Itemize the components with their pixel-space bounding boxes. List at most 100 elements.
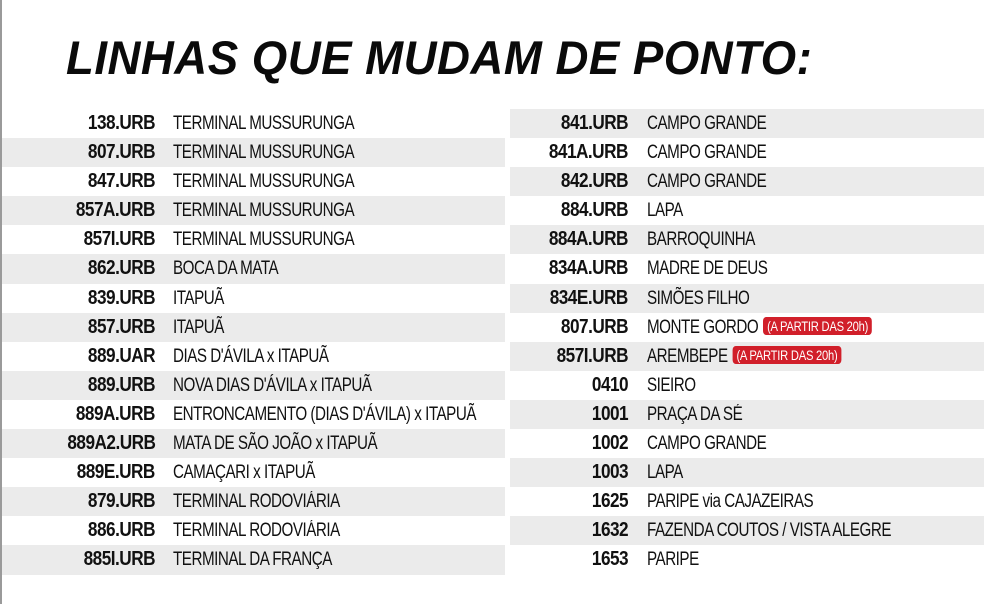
destination-text: AREMBEPE: [647, 345, 728, 367]
destination-text: LAPA: [647, 200, 683, 222]
destination-text: CAMPO GRANDE: [647, 433, 767, 455]
destination-text: TERMINAL MUSSURUNGA: [173, 142, 355, 164]
line-row: 1002 CAMPO GRANDE: [510, 429, 984, 458]
line-destination: PRAÇA DA SÉ: [647, 404, 743, 426]
line-row: 834E.URB SIMÕES FILHO: [510, 283, 984, 313]
line-code: 862.URB: [87, 257, 156, 280]
line-code: 857I.URB: [556, 344, 629, 367]
destination-text: TERMINAL MUSSURUNGA: [173, 200, 355, 222]
line-destination: MONTE GORDO (A PARTIR DAS 20h): [647, 316, 873, 339]
destination-text: DIAS D'ÁVILA x ITAPUÃ: [173, 345, 329, 367]
line-destination: SIEIRO: [647, 375, 696, 397]
line-code: 1653: [591, 548, 629, 571]
destination-text: CAMPO GRANDE: [647, 171, 767, 193]
destination-text: ENTRONCAMENTO (DIAS D'ÁVILA) x ITAPUÃ: [173, 403, 476, 425]
line-destination: LAPA: [647, 200, 683, 222]
line-row: 879.URB TERMINAL RODOVIÁRIA: [2, 487, 505, 517]
line-row: 0410 SIEIRO: [510, 371, 984, 400]
line-code: 889E.URB: [76, 461, 156, 484]
destination-text: MATA DE SÃO JOÃO x ITAPUÃ: [173, 433, 378, 455]
line-destination: LAPA: [647, 462, 683, 484]
line-destination: ITAPUÃ: [173, 288, 224, 310]
line-destination: AREMBEPE (A PARTIR DAS 20h): [647, 345, 842, 368]
line-row: 889.URB NOVA DIAS D'ÁVILA x ITAPUÃ: [2, 370, 505, 400]
line-destination: TERMINAL DA FRANÇA: [173, 549, 332, 571]
line-code: 884.URB: [560, 199, 629, 222]
line-code: 885I.URB: [83, 548, 156, 571]
destination-text: FAZENDA COUTOS / VISTA ALEGRE: [647, 520, 891, 542]
line-destination: DIAS D'ÁVILA x ITAPUÃ: [173, 346, 329, 368]
destination-text: MONTE GORDO: [647, 316, 759, 338]
line-code: 1625: [591, 490, 629, 513]
line-row: 1632 FAZENDA COUTOS / VISTA ALEGRE: [510, 516, 984, 546]
line-code: 839.URB: [87, 286, 156, 309]
line-code: 0410: [591, 373, 629, 396]
line-destination: TERMINAL MUSSURUNGA: [173, 200, 355, 222]
line-row: 884A.URB BARROQUINHA: [510, 225, 984, 255]
line-destination: ENTRONCAMENTO (DIAS D'ÁVILA) x ITAPUÃ: [173, 404, 476, 426]
destination-text: TERMINAL MUSSURUNGA: [173, 171, 355, 193]
line-code: 889.UAR: [87, 344, 156, 367]
line-destination: CAMPO GRANDE: [647, 433, 767, 455]
destination-text: TERMINAL RODOVIÁRIA: [173, 520, 340, 542]
line-destination: TERMINAL MUSSURUNGA: [173, 171, 355, 193]
line-row: 839.URB ITAPUÃ: [2, 284, 505, 313]
destination-text: PARIPE: [647, 549, 699, 571]
destination-text: TERMINAL RODOVIÁRIA: [173, 491, 340, 513]
line-row: 834A.URB MADRE DE DEUS: [510, 254, 984, 283]
line-destination: MADRE DE DEUS: [647, 258, 768, 280]
line-row: 889.UAR DIAS D'ÁVILA x ITAPUÃ: [2, 342, 505, 371]
destination-text: TERMINAL DA FRANÇA: [173, 549, 332, 571]
destination-text: SIMÕES FILHO: [647, 287, 750, 309]
line-code: 857.URB: [87, 315, 156, 338]
destination-text: CAMPO GRANDE: [647, 142, 767, 164]
line-code: 1632: [591, 519, 629, 542]
line-row: 889A.URB ENTRONCAMENTO (DIAS D'ÁVILA) x I…: [2, 400, 505, 429]
line-destination: PARIPE via CAJAZEIRAS: [647, 491, 814, 513]
line-code: 857A.URB: [75, 199, 156, 222]
line-destination: CAMPO GRANDE: [647, 142, 767, 164]
line-destination: ITAPUÃ: [173, 317, 224, 339]
line-row: 138.URB TERMINAL MUSSURUNGA: [2, 109, 505, 138]
line-destination: TERMINAL MUSSURUNGA: [173, 113, 355, 135]
line-row: 1625 PARIPE via CAJAZEIRAS: [510, 487, 984, 516]
page-title: LINHAS QUE MUDAM DE PONTO:: [66, 31, 813, 84]
line-destination: SIMÕES FILHO: [647, 287, 750, 310]
line-code: 857I.URB: [83, 228, 156, 251]
line-row: 886.URB TERMINAL RODOVIÁRIA: [2, 516, 505, 545]
line-row: 857A.URB TERMINAL MUSSURUNGA: [2, 196, 505, 226]
line-destination: TERMINAL MUSSURUNGA: [173, 229, 355, 251]
line-code: 807.URB: [560, 315, 629, 338]
line-code: 884A.URB: [548, 228, 629, 251]
destination-text: ITAPUÃ: [173, 316, 224, 338]
line-row: 842.URB CAMPO GRANDE: [510, 167, 984, 197]
left-lines-list: 138.URB TERMINAL MUSSURUNGA 807.URB TERMINA…: [2, 109, 505, 575]
line-code: 1003: [591, 461, 629, 484]
destination-text: BOCA DA MATA: [173, 258, 279, 280]
line-destination: TERMINAL MUSSURUNGA: [173, 142, 355, 164]
line-row: 885I.URB TERMINAL DA FRANÇA: [2, 545, 505, 575]
line-row: 807.URB MONTE GORDO (A PARTIR DAS 20h): [510, 313, 984, 342]
line-destination: BARROQUINHA: [647, 229, 755, 251]
line-destination: NOVA DIAS D'ÁVILA x ITAPUÃ: [173, 375, 372, 397]
line-code: 1001: [591, 402, 629, 425]
line-code: 841A.URB: [548, 141, 629, 164]
line-code: 842.URB: [560, 170, 629, 193]
line-code: 138.URB: [87, 112, 156, 134]
destination-text: PARIPE via CAJAZEIRAS: [647, 491, 814, 513]
line-row: 841A.URB CAMPO GRANDE: [510, 138, 984, 167]
line-destination: BOCA DA MATA: [173, 258, 279, 280]
line-row: 1003 LAPA: [510, 458, 984, 488]
line-row: 1001 PRAÇA DA SÉ: [510, 399, 984, 430]
line-row: 862.URB BOCA DA MATA: [2, 254, 505, 284]
line-row: 1653 PARIPE: [510, 545, 984, 574]
line-code: 834E.URB: [549, 286, 629, 309]
destination-text: LAPA: [647, 462, 683, 484]
line-code: 841.URB: [560, 112, 629, 134]
line-code: 886.URB: [87, 519, 156, 542]
destination-text: NOVA DIAS D'ÁVILA x ITAPUÃ: [173, 374, 372, 396]
destination-text: CAMPO GRANDE: [647, 113, 767, 134]
left-border: [0, 0, 2, 604]
line-code: 879.URB: [87, 490, 156, 513]
schedule-note-badge: (A PARTIR DAS 20h): [732, 345, 842, 364]
